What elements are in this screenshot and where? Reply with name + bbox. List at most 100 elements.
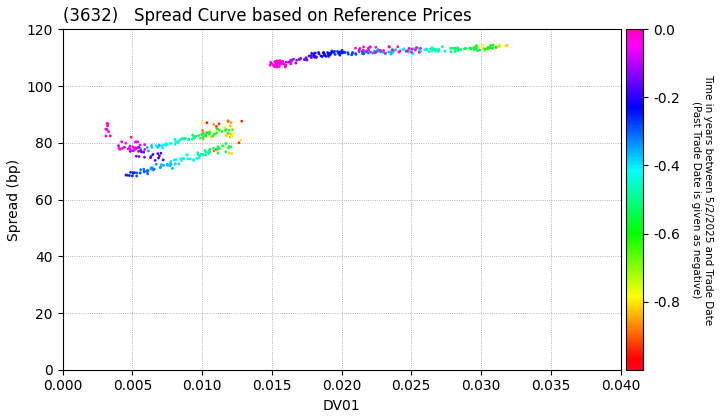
Point: [334, 49, 346, 55]
Point: [141, 144, 153, 151]
Point: [360, 48, 372, 55]
Point: [485, 42, 496, 49]
Point: [279, 63, 291, 70]
Point: [305, 52, 317, 59]
Point: [274, 57, 286, 64]
Point: [161, 141, 173, 148]
Point: [405, 47, 416, 54]
Point: [138, 166, 150, 173]
Point: [169, 160, 181, 167]
Point: [310, 53, 321, 60]
Point: [223, 127, 235, 134]
Point: [176, 136, 187, 142]
Point: [153, 152, 165, 159]
Point: [150, 161, 162, 168]
Point: [220, 149, 232, 155]
Point: [205, 127, 217, 134]
Point: [211, 130, 222, 136]
Point: [266, 60, 277, 67]
Point: [464, 45, 475, 51]
Point: [430, 47, 441, 54]
Point: [133, 153, 145, 160]
Point: [150, 142, 162, 149]
Point: [271, 64, 283, 71]
Point: [130, 146, 141, 152]
Point: [361, 48, 372, 55]
Point: [166, 165, 178, 172]
Point: [220, 126, 232, 133]
Point: [208, 147, 220, 154]
Point: [193, 132, 204, 139]
Point: [284, 58, 296, 65]
Point: [283, 59, 294, 66]
Point: [139, 141, 150, 148]
Point: [327, 49, 338, 55]
Point: [362, 45, 374, 52]
Point: [204, 131, 215, 137]
Point: [180, 135, 192, 142]
Point: [326, 47, 338, 54]
Point: [200, 133, 212, 139]
Point: [291, 57, 302, 63]
Point: [477, 42, 488, 48]
Point: [482, 45, 493, 52]
Point: [156, 142, 167, 149]
Point: [212, 125, 223, 132]
Point: [267, 61, 279, 68]
Point: [487, 42, 499, 48]
Point: [194, 154, 205, 161]
Point: [217, 128, 228, 135]
Point: [186, 136, 198, 142]
Point: [406, 49, 418, 56]
Point: [419, 47, 431, 53]
Point: [129, 169, 140, 176]
Point: [138, 168, 150, 175]
Point: [236, 118, 248, 124]
Text: (3632)   Spread Curve based on Reference Prices: (3632) Spread Curve based on Reference P…: [63, 7, 472, 25]
Point: [393, 49, 405, 55]
Point: [415, 48, 426, 55]
Point: [387, 50, 398, 56]
Point: [143, 168, 154, 174]
Point: [104, 132, 116, 139]
Point: [485, 42, 496, 49]
Point: [465, 45, 477, 52]
Point: [358, 48, 369, 55]
Point: [145, 142, 157, 149]
Point: [264, 62, 276, 68]
Point: [145, 153, 157, 160]
Point: [184, 155, 196, 162]
Point: [100, 126, 112, 132]
Point: [400, 47, 412, 54]
Point: [155, 164, 166, 171]
Point: [379, 50, 391, 57]
Point: [392, 43, 403, 50]
Point: [211, 146, 222, 153]
Point: [308, 52, 320, 59]
Point: [483, 45, 495, 52]
Point: [290, 60, 302, 66]
Point: [160, 142, 171, 149]
Point: [415, 45, 426, 52]
Point: [164, 160, 176, 167]
Point: [285, 60, 297, 67]
Point: [187, 156, 199, 163]
Point: [425, 45, 436, 52]
Point: [490, 44, 502, 50]
Point: [494, 43, 505, 50]
Point: [204, 146, 216, 152]
Point: [162, 162, 174, 168]
Point: [222, 130, 234, 137]
Point: [356, 48, 368, 55]
Point: [212, 150, 224, 157]
Point: [164, 140, 176, 147]
Point: [363, 47, 374, 53]
Point: [130, 139, 142, 145]
Point: [172, 139, 184, 146]
Point: [113, 145, 125, 152]
Point: [130, 153, 142, 160]
Point: [214, 145, 225, 152]
Point: [358, 44, 369, 50]
Point: [402, 49, 414, 55]
Point: [426, 45, 438, 51]
